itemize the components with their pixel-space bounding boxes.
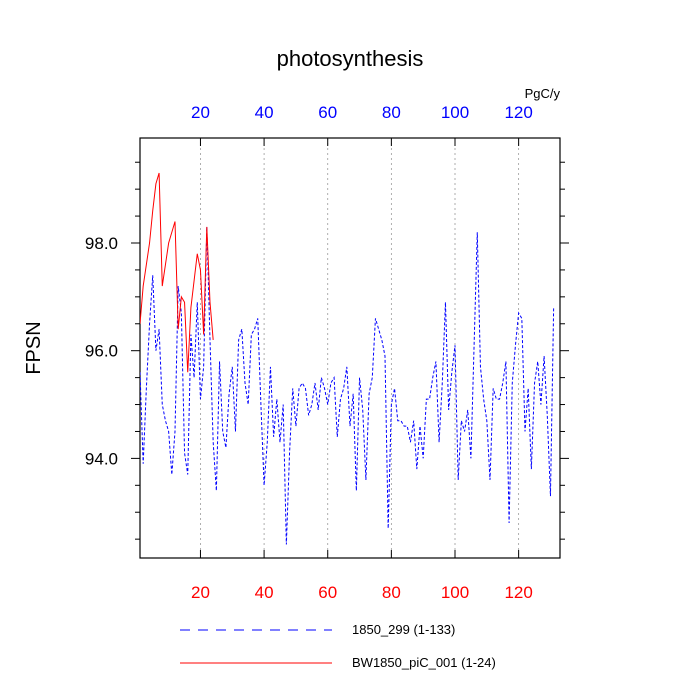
x-tick-label-top-20: 20 [191, 103, 210, 122]
y-axis-label: FPSN [23, 321, 45, 374]
x-tick-label-top-80: 80 [382, 103, 401, 122]
legend-label-1850-299: 1850_299 (1-133) [352, 622, 455, 637]
y-tick-label-96: 96.0 [85, 342, 118, 361]
legend: 1850_299 (1-133) BW1850_piC_001 (1-24) [180, 622, 496, 670]
x-tick-label-top-40: 40 [255, 103, 274, 122]
x-tick-label-bottom-120: 120 [504, 583, 532, 602]
x-tick-label-bottom-40: 40 [255, 583, 274, 602]
x-tick-label-top-100: 100 [441, 103, 469, 122]
units-label: PgC/y [525, 86, 561, 101]
x-tick-label-bottom-20: 20 [191, 583, 210, 602]
series-layer [140, 172, 555, 545]
grid-lines [200, 138, 520, 558]
x-tick-label-bottom-80: 80 [382, 583, 401, 602]
chart-title: photosynthesis [277, 46, 424, 71]
y-tick-label-98: 98.0 [85, 234, 118, 253]
x-tick-label-top-120: 120 [504, 103, 532, 122]
plot-area [139, 137, 561, 559]
axes: 20 20 40 40 60 60 80 80 100 100 120 120 94.0 96.0 98.0 [85, 103, 569, 602]
x-tick-label-bottom-60: 60 [318, 583, 337, 602]
y-tick-label-94: 94.0 [85, 449, 118, 468]
x-tick-label-bottom-100: 100 [441, 583, 469, 602]
series-line-0 [140, 226, 555, 545]
series-line-1 [140, 172, 214, 373]
legend-label-bw1850: BW1850_piC_001 (1-24) [352, 655, 496, 670]
x-tick-label-top-60: 60 [318, 103, 337, 122]
